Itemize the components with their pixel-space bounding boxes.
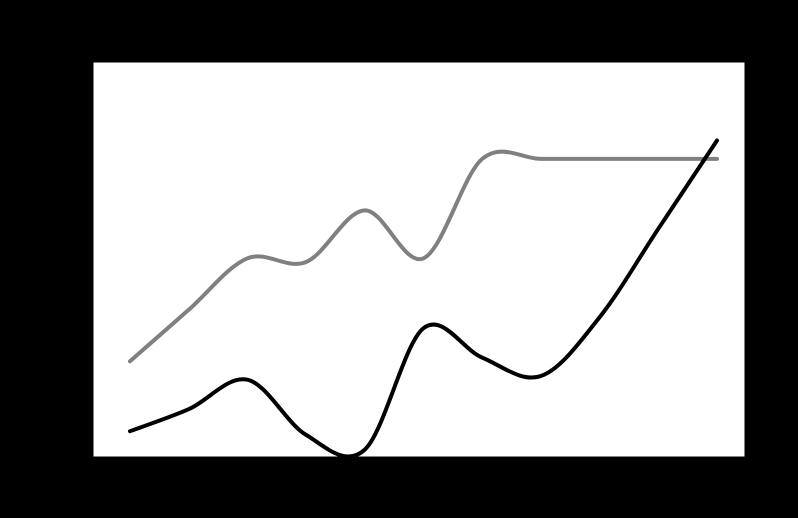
series-line-2 (128, 138, 719, 459)
series-layer (128, 138, 719, 459)
series-line-1 (128, 149, 719, 364)
